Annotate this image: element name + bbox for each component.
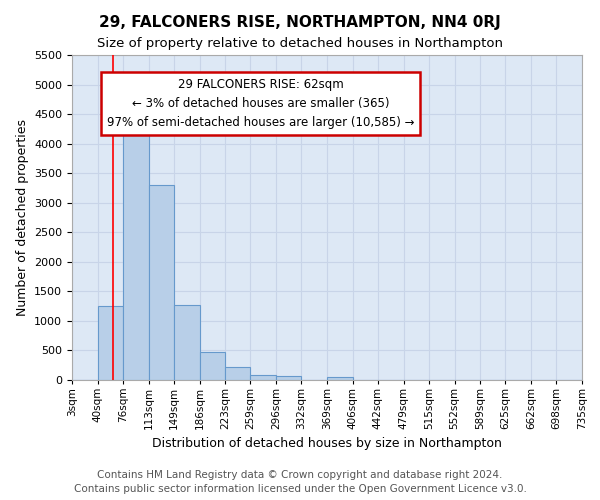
Bar [327, 377, 353, 380]
Y-axis label: Number of detached properties: Number of detached properties [16, 119, 29, 316]
Bar [199, 352, 225, 380]
Bar [149, 185, 174, 380]
Bar [98, 306, 123, 380]
Bar [174, 305, 199, 380]
Bar [276, 376, 301, 380]
Text: 29 FALCONERS RISE: 62sqm
← 3% of detached houses are smaller (365)
97% of semi-d: 29 FALCONERS RISE: 62sqm ← 3% of detache… [107, 78, 415, 128]
Text: 29, FALCONERS RISE, NORTHAMPTON, NN4 0RJ: 29, FALCONERS RISE, NORTHAMPTON, NN4 0RJ [99, 15, 501, 30]
Text: Contains HM Land Registry data © Crown copyright and database right 2024.
Contai: Contains HM Land Registry data © Crown c… [74, 470, 526, 494]
Text: Size of property relative to detached houses in Northampton: Size of property relative to detached ho… [97, 38, 503, 51]
Bar [123, 123, 149, 380]
Bar [225, 367, 250, 380]
Bar [250, 374, 276, 380]
X-axis label: Distribution of detached houses by size in Northampton: Distribution of detached houses by size … [152, 438, 502, 450]
